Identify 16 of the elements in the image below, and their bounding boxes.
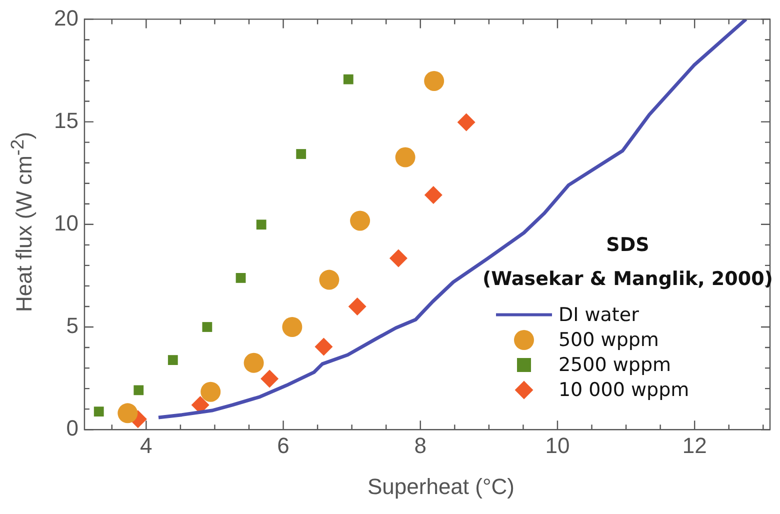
y-tick-label: 5 <box>66 313 78 338</box>
legend-label: DI water <box>558 304 639 326</box>
x-tick-label: 6 <box>277 432 290 458</box>
x-tick-label: 10 <box>545 432 570 458</box>
y-tick-label: 10 <box>54 210 78 236</box>
y-tick-label: 15 <box>54 108 78 133</box>
x-tick-label: 8 <box>414 432 427 458</box>
legend-label: 500 wppm <box>558 328 659 350</box>
y-tick-label: 20 <box>54 5 78 30</box>
x-tick-label: 12 <box>682 432 707 458</box>
y-tick-label: 0 <box>66 416 78 441</box>
legend-label: 2500 wppm <box>558 354 672 376</box>
legend-label: 10 000 wppm <box>558 378 690 400</box>
x-tick-label: 4 <box>140 432 152 458</box>
x-axis-title: Superheat (°C) <box>368 474 514 500</box>
legend-title: SDS <box>605 234 650 256</box>
